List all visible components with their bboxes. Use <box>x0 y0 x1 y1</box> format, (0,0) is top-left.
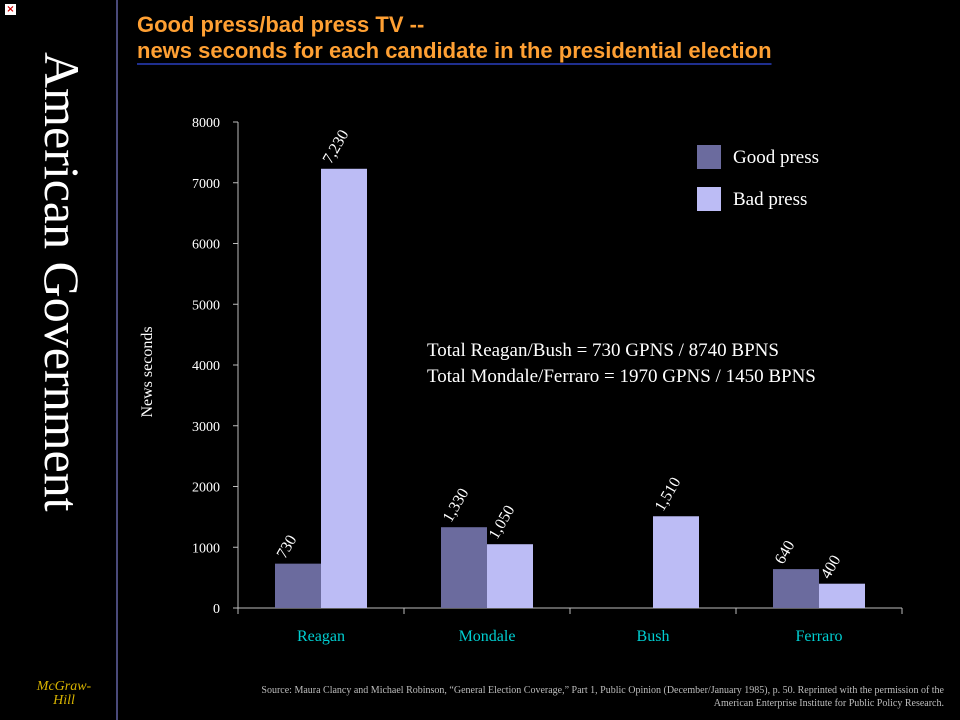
y-axis-label: News seconds <box>139 326 156 417</box>
y-tick-label: 0 <box>213 602 220 617</box>
title-line1: Good press/bad press TV -- <box>137 12 425 37</box>
data-label-bad-ferraro: 400 <box>818 552 845 581</box>
bar-good-mondale <box>441 527 487 608</box>
totals-line1: Total Reagan/Bush = 730 GPNS / 8740 BPNS <box>427 340 779 361</box>
legend-label-good: Good press <box>733 147 820 168</box>
totals-line2: Total Mondale/Ferraro = 1970 GPNS / 1450… <box>427 366 816 387</box>
bar-bad-bush <box>653 516 699 608</box>
y-tick-label: 4000 <box>192 359 220 374</box>
publisher-logo: McGraw- Hill <box>24 680 104 708</box>
bar-bad-ferraro <box>819 583 865 608</box>
totals-note: Total Reagan/Bush = 730 GPNS / 8740 BPNS… <box>427 338 937 390</box>
slide-title: Good press/bad press TV -- news seconds … <box>137 12 937 64</box>
data-label-bad-reagan: 7,230 <box>320 127 353 167</box>
bar-bad-reagan <box>321 168 367 608</box>
title-line2: news seconds for each candidate in the p… <box>137 38 772 63</box>
y-tick-label: 3000 <box>192 420 220 435</box>
y-tick-label: 8000 <box>192 116 220 131</box>
bars <box>275 168 865 608</box>
y-tick-label: 2000 <box>192 481 220 496</box>
legend-label-bad: Bad press <box>733 189 808 210</box>
data-label-good-ferraro: 640 <box>772 538 799 567</box>
sidebar: × American Government McGraw- Hill <box>0 0 118 720</box>
y-axis: 0 1000 2000 3000 4000 5000 6000 7000 8000 <box>192 116 239 617</box>
data-label-bad-bush: 1,510 <box>652 475 685 515</box>
x-tick-label-mondale: Mondale <box>459 628 516 645</box>
bar-good-reagan <box>275 563 321 608</box>
legend-swatch-bad <box>697 187 721 211</box>
data-label-bad-mondale: 1,050 <box>486 503 519 543</box>
bar-bad-mondale <box>487 544 533 608</box>
y-tick-label: 1000 <box>192 541 220 556</box>
x-axis: Reagan Mondale Bush Ferraro <box>237 607 903 645</box>
publisher-line2: Hill <box>53 693 75 708</box>
y-tick-label: 6000 <box>192 238 220 253</box>
y-tick-label: 7000 <box>192 177 220 192</box>
data-label-good-mondale: 1,330 <box>440 486 473 526</box>
y-tick-label: 5000 <box>192 298 220 313</box>
data-label-good-reagan: 730 <box>274 532 301 561</box>
bar-good-ferraro <box>773 569 819 608</box>
x-tick-label-reagan: Reagan <box>297 628 345 645</box>
source-citation: Source: Maura Clancy and Michael Robinso… <box>261 685 944 709</box>
vertical-title: American Government <box>34 52 90 512</box>
legend-swatch-good <box>697 145 721 169</box>
publisher-line1: McGraw- <box>36 679 92 694</box>
close-icon[interactable]: × <box>5 4 16 15</box>
x-tick-label-bush: Bush <box>637 628 670 645</box>
x-tick-label-ferraro: Ferraro <box>795 628 842 645</box>
